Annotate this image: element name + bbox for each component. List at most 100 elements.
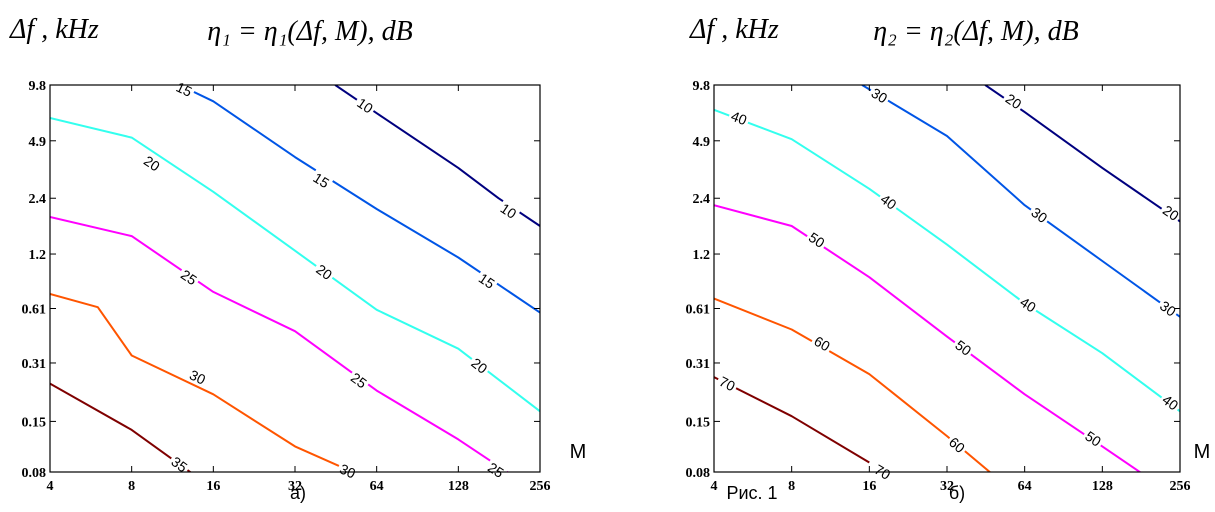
contour-label-bg	[346, 367, 372, 392]
x-tick-label: 8	[788, 479, 795, 494]
contour-label: 25	[178, 266, 200, 288]
contour-label: 20	[141, 152, 163, 174]
contour-label-group: 10	[496, 198, 522, 223]
contour-label-bg	[335, 459, 360, 482]
x-tick-label: 64	[370, 479, 384, 494]
y-tick-label: 0.08	[686, 466, 711, 481]
contour-label-group: 20	[1158, 200, 1184, 225]
contour-label-group: 40	[1158, 390, 1184, 414]
contour-label-group: 70	[715, 371, 740, 395]
y-tick-label: 9.8	[29, 79, 47, 94]
x-tick-label: 256	[530, 479, 551, 494]
contour-label-bg	[1080, 426, 1106, 451]
x-tick-label: 4	[47, 479, 54, 494]
x-tick-label: 8	[128, 479, 135, 494]
contour-label-bg	[496, 198, 522, 223]
contour-label-bg	[172, 77, 197, 100]
contour-label-bg	[352, 93, 378, 117]
contour-label-group: 20	[311, 259, 337, 284]
contour-label-group: 30	[1155, 296, 1181, 321]
contour-label: 20	[313, 261, 335, 283]
y-axis-label: Δf , kHz	[689, 14, 779, 45]
plot-frame	[713, 84, 1181, 473]
contour-label-bg	[951, 335, 977, 360]
contour-label: 30	[187, 367, 208, 388]
contour-label-bg	[1158, 390, 1184, 414]
contour-label-group: 20	[1001, 89, 1027, 113]
contour-label: 15	[476, 270, 498, 292]
contour-label-group: 50	[951, 335, 977, 360]
contour-line-60	[714, 297, 992, 472]
y-tick-label: 2.4	[693, 192, 711, 207]
contour-line-25	[50, 216, 510, 472]
contour-line-40	[714, 108, 1180, 413]
x-tick-label: 16	[206, 479, 220, 494]
contour-label: 15	[174, 79, 195, 100]
contour-label: 40	[878, 191, 900, 213]
contour-label-group: 20	[139, 151, 165, 175]
contour-label: 30	[337, 461, 358, 482]
contour-label-group: 60	[809, 331, 835, 355]
contour-label-group: 50	[804, 227, 830, 252]
x-tick-label: 4	[711, 479, 718, 494]
y-tick-label: 0.61	[22, 302, 47, 317]
figure-caption: Рис. 1	[726, 483, 777, 503]
contour-label-bg	[311, 259, 337, 284]
contour-label-bg	[139, 151, 165, 175]
contour-label-bg	[1001, 89, 1027, 113]
contour-label-bg	[1158, 200, 1184, 225]
contour-label-bg	[715, 371, 740, 395]
panel-label: б)	[949, 483, 965, 503]
contour-label: 15	[310, 169, 332, 191]
panel-a: Δf , kHz η₁ = η₁(Δf, M), dB Mа) 10 10 15 15 15 2…	[9, 14, 586, 503]
contour-label-group: 10	[352, 93, 378, 117]
y-tick-label: 0.31	[22, 357, 47, 372]
contour-label: 50	[1082, 428, 1104, 450]
y-tick-label: 0.15	[686, 415, 711, 430]
contour-label-group: 15	[309, 168, 335, 192]
chart-title: η₂ = η₂(Δf, M), dB	[873, 16, 1078, 47]
x-tick-label: 256	[1170, 479, 1191, 494]
contour-line-15	[178, 85, 540, 314]
contour-label-bg	[474, 268, 500, 293]
contour-label-bg	[1155, 296, 1181, 321]
panel-b: Δf , kHz η₂ = η₂(Δf, M), dB Mб) 20 20 30 30 30 4…	[686, 14, 1211, 503]
contour-label-group: 15	[474, 268, 500, 293]
panel-label: а)	[290, 483, 306, 503]
contour-line-50	[714, 204, 1142, 472]
contour-label-group: 40	[727, 106, 752, 129]
contour-lines	[50, 85, 540, 472]
x-tick-label: 32	[288, 479, 302, 494]
contour-label: 40	[1017, 294, 1039, 316]
contour-label-group: 35	[167, 451, 193, 476]
contour-label-bg	[727, 106, 752, 129]
contour-label: 20	[1160, 202, 1182, 224]
contour-label: 30	[869, 85, 891, 107]
x-tick-label: 32	[940, 479, 954, 494]
contour-label: 50	[806, 229, 828, 251]
contour-label-group: 15	[172, 77, 197, 100]
plot-frame	[49, 84, 541, 473]
chart-title: η₁ = η₁(Δf, M), dB	[207, 16, 412, 47]
y-tick-label: 0.08	[22, 466, 47, 481]
y-axis-label: Δf , kHz	[9, 14, 99, 45]
x-axis-label: M	[1194, 441, 1211, 463]
contour-label-bg	[944, 432, 970, 457]
x-tick-label: 128	[448, 479, 469, 494]
y-tick-label: 4.9	[693, 135, 711, 150]
contour-label: 40	[729, 108, 749, 129]
contour-label-bg	[1027, 202, 1053, 227]
x-tick-label: 16	[862, 479, 876, 494]
contour-label-group: 60	[944, 432, 970, 457]
y-tick-label: 1.2	[29, 248, 47, 263]
contour-label: 20	[1003, 90, 1025, 112]
contour-label-group: 30	[867, 83, 893, 107]
contour-line-30	[861, 85, 1180, 318]
contour-label-group: 40	[876, 189, 902, 214]
x-tick-label: 64	[1018, 479, 1032, 494]
contour-label: 10	[498, 200, 520, 222]
y-tick-label: 9.8	[693, 79, 711, 94]
contour-line-30	[50, 293, 356, 472]
